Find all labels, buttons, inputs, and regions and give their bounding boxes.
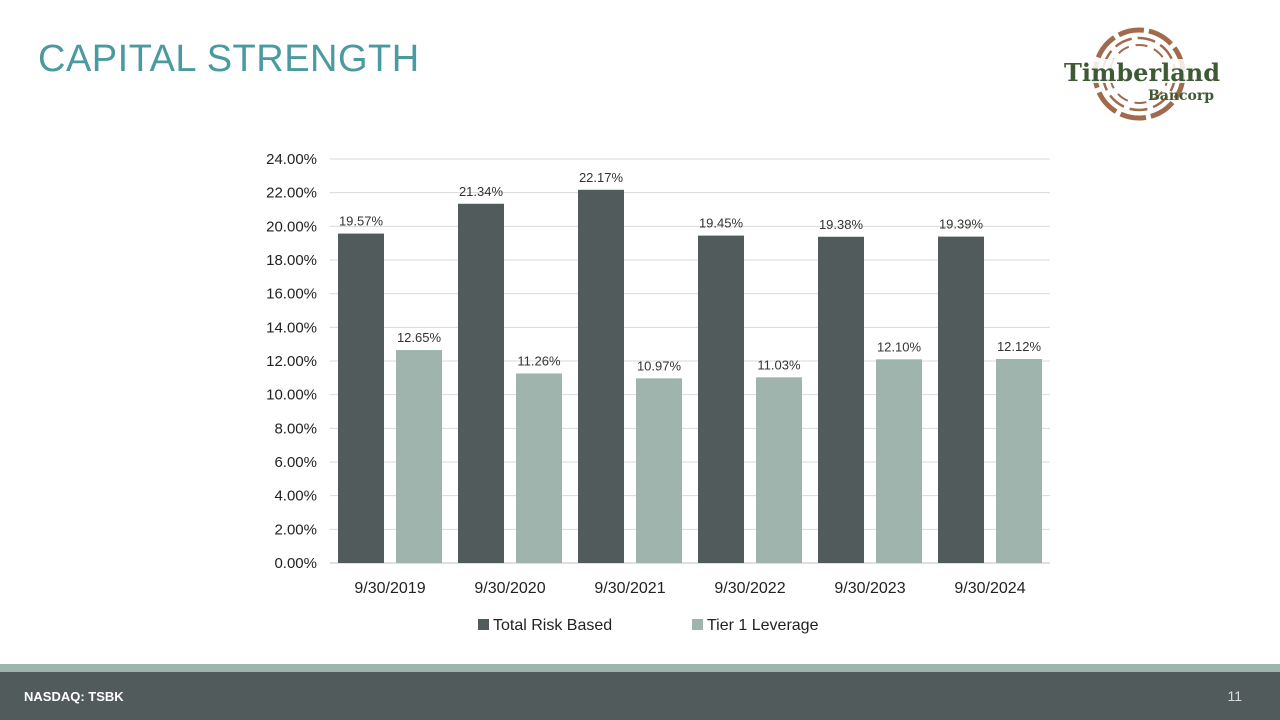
y-tick-label: 18.00% (266, 252, 317, 269)
footer-bar: NASDAQ: TSBK 11 (0, 672, 1280, 720)
bar-value-label: 11.03% (757, 357, 801, 372)
capital-chart: 0.00% 2.00% 4.00% 6.00% 8.00% 10.00% 12.00% 14.… (266, 151, 1050, 634)
slide-title: CAPITAL STRENGTH (38, 38, 420, 80)
bar-value-label: 19.57% (339, 214, 384, 229)
x-tick-label: 9/30/2024 (954, 580, 1025, 597)
bar-value-label: 21.34% (459, 184, 504, 199)
logo-subname: Bancorp (1148, 88, 1214, 104)
bar (578, 189, 624, 563)
x-tick-label: 9/30/2019 (354, 580, 425, 597)
legend-swatch (478, 619, 489, 630)
y-tick-label: 12.00% (266, 353, 317, 370)
bar (876, 359, 922, 563)
y-tick-label: 24.00% (266, 151, 317, 168)
x-tick-label: 9/30/2021 (594, 580, 665, 597)
bar (458, 203, 504, 563)
y-tick-label: 14.00% (266, 319, 317, 336)
ticker-label: NASDAQ: TSBK (24, 689, 124, 704)
bar (698, 235, 744, 563)
gridlines (330, 158, 1050, 564)
bar (938, 236, 984, 563)
bar-value-label: 12.65% (397, 330, 442, 345)
bar-value-label: 19.45% (699, 216, 744, 231)
x-tick-label: 9/30/2020 (474, 580, 545, 597)
legend-label: Total Risk Based (493, 617, 612, 634)
bar-value-label: 10.97% (637, 358, 682, 373)
y-tick-label: 16.00% (266, 286, 317, 303)
y-tick-label: 10.00% (266, 387, 317, 404)
bar (756, 377, 802, 563)
bar-value-label: 19.39% (939, 217, 984, 232)
bar (338, 233, 384, 564)
data-labels: 19.57% 12.65% 21.34% 11.26% 22.17% 10.97% 19.4… (339, 170, 1042, 374)
timberland-logo: Timberland Bancorp (1056, 27, 1228, 121)
x-axis: 9/30/2019 9/30/2020 9/30/2021 9/30/2022 9/30… (354, 580, 1025, 597)
bar (996, 358, 1042, 563)
logo-name: Timberland (1064, 58, 1220, 87)
bar (818, 236, 864, 563)
y-tick-label: 6.00% (274, 454, 317, 471)
y-tick-label: 2.00% (274, 521, 317, 538)
y-axis: 0.00% 2.00% 4.00% 6.00% 8.00% 10.00% 12.00% 14.… (266, 151, 317, 572)
footer-stripe (0, 664, 1280, 672)
bars (338, 189, 1042, 564)
y-tick-label: 4.00% (274, 488, 317, 505)
bar (396, 350, 442, 563)
bar-value-label: 22.17% (579, 170, 624, 185)
bar-value-label: 12.10% (877, 339, 922, 354)
bar (516, 373, 562, 563)
y-tick-label: 0.00% (274, 555, 317, 572)
y-tick-label: 20.00% (266, 218, 317, 235)
bar-value-label: 19.38% (819, 217, 864, 232)
bar-value-label: 12.12% (997, 339, 1042, 354)
page-number: 11 (1227, 688, 1242, 704)
x-tick-label: 9/30/2022 (714, 580, 785, 597)
legend-swatch (692, 619, 703, 630)
legend-label: Tier 1 Leverage (707, 617, 819, 634)
bar-value-label: 11.26% (517, 353, 561, 368)
y-tick-label: 8.00% (274, 420, 317, 437)
y-tick-label: 22.00% (266, 185, 317, 202)
legend: Total Risk Based Tier 1 Leverage (478, 617, 819, 634)
x-tick-label: 9/30/2023 (834, 580, 905, 597)
bar (636, 378, 682, 563)
